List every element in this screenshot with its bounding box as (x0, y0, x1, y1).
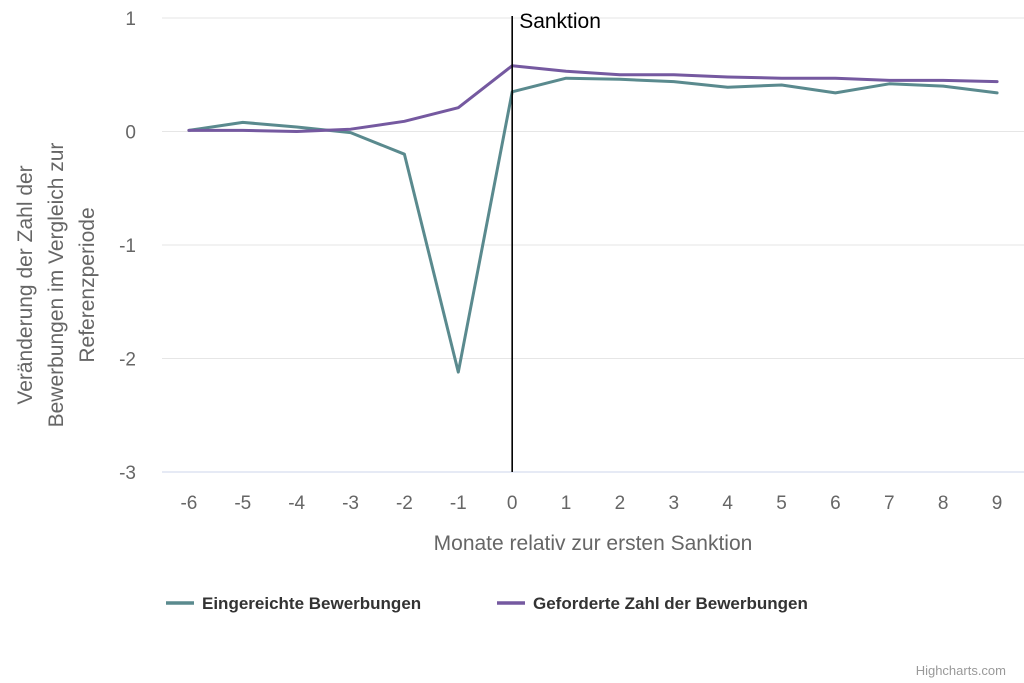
y-axis-title-line: Bewerbungen im Vergleich zur (45, 143, 68, 428)
x-axis-tick-labels: -6 -5 -4 -3 -2 -1 0 1 2 3 4 5 6 7 8 9 (180, 493, 1002, 514)
x-tick-label: 1 (561, 493, 572, 514)
grid-lines (162, 17, 1024, 473)
series-lines (187, 64, 999, 374)
x-tick-label: 7 (884, 493, 895, 514)
x-tick-label: 2 (615, 493, 626, 514)
x-tick-label: 0 (507, 493, 518, 514)
legend-item-2[interactable]: Geforderte Zahl der Bewerbungen (497, 594, 808, 613)
y-tick-label: -1 (119, 236, 136, 257)
legend-label: Geforderte Zahl der Bewerbungen (533, 594, 808, 613)
x-tick-label: -5 (234, 493, 251, 514)
credits[interactable]: Highcharts.com (916, 663, 1006, 678)
y-tick-label: -3 (119, 463, 136, 484)
x-axis-title: Monate relativ zur ersten Sanktion (434, 532, 753, 555)
x-tick-label: -3 (342, 493, 359, 514)
x-tick-label: 8 (938, 493, 949, 514)
x-tick-label: 9 (992, 493, 1003, 514)
series-line-1[interactable] (187, 76, 999, 374)
legend-item-1[interactable]: Eingereichte Bewerbungen (166, 594, 421, 613)
x-tick-label: -4 (288, 493, 305, 514)
legend: Eingereichte Bewerbungen Geforderte Zahl … (166, 594, 808, 613)
x-tick-label: 6 (830, 493, 841, 514)
y-tick-label: 0 (125, 123, 136, 144)
y-axis-title-line: Referenzperiode (76, 207, 99, 362)
x-tick-label: 3 (669, 493, 680, 514)
x-tick-label: -2 (396, 493, 413, 514)
x-tick-label: -6 (180, 493, 197, 514)
plot-line-label: Sanktion (519, 10, 601, 33)
series-line-2[interactable] (187, 64, 999, 133)
legend-label: Eingereichte Bewerbungen (202, 594, 421, 613)
y-axis-title: Veränderung der Zahl der Bewerbungen im V… (14, 143, 99, 428)
y-axis-title-line: Veränderung der Zahl der (14, 165, 37, 404)
y-tick-label: 1 (125, 9, 136, 30)
sanktion-plot-line: Sanktion (511, 10, 601, 472)
y-axis-tick-labels: 1 0 -1 -2 -3 (119, 9, 136, 484)
y-tick-label: -2 (119, 350, 136, 371)
x-tick-label: 4 (722, 493, 733, 514)
x-tick-label: 5 (776, 493, 787, 514)
x-tick-label: -1 (450, 493, 467, 514)
